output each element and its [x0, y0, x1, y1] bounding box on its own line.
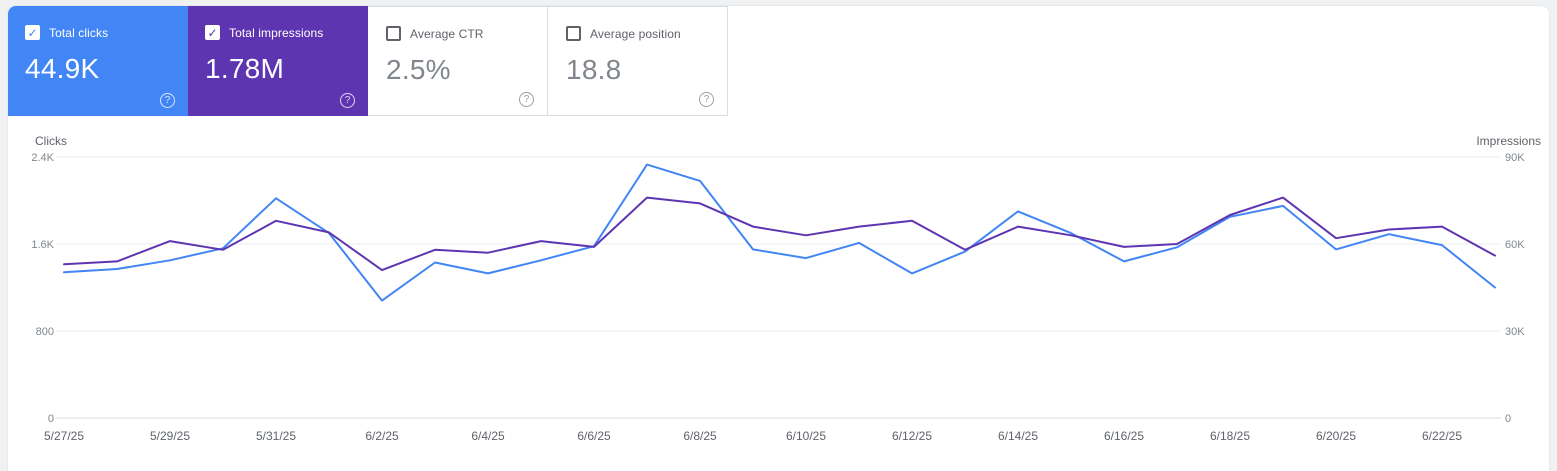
x-axis-tick-label: 6/20/25 [1316, 429, 1356, 443]
checkmark-icon: ✓ [27, 25, 38, 40]
help-icon[interactable]: ? [519, 92, 534, 107]
left-axis-tick-label: 2.4K [31, 152, 54, 164]
x-axis-tick-label: 6/12/25 [892, 429, 932, 443]
x-axis-tick-label: 6/10/25 [786, 429, 826, 443]
performance-chart[interactable]: 0 800 1.6K 2.4K 0 30K 60K 90K 5/27/25 5/29/25 5/31… [8, 130, 1549, 464]
average-position-value: 18.8 [566, 54, 622, 85]
total-impressions-card[interactable]: ✓ Total impressions 1.78M ? [188, 6, 368, 116]
total-impressions-label: Total impressions [229, 25, 324, 40]
x-axis-tick-label: 6/16/25 [1104, 429, 1144, 443]
total-clicks-card[interactable]: ✓ Total clicks 44.9K ? [8, 6, 188, 116]
help-icon[interactable]: ? [160, 93, 175, 108]
clicks-line [63, 163, 1496, 302]
search-performance-panel: ✓ Total clicks 44.9K ? ✓ Total impressio… [8, 6, 1549, 471]
total-clicks-checkbox[interactable]: ✓ [25, 25, 40, 40]
help-icon[interactable]: ? [340, 93, 355, 108]
metric-cards: ✓ Total clicks 44.9K ? ✓ Total impressio… [8, 6, 1549, 116]
right-axis-tick-label: 90K [1505, 152, 1525, 164]
x-axis-tick-label: 6/4/25 [471, 429, 505, 443]
right-axis-title: Impressions [1476, 134, 1541, 148]
checkmark-icon: ✓ [207, 25, 218, 40]
x-axis-tick-label: 5/29/25 [150, 429, 190, 443]
x-axis-tick-label: 6/6/25 [577, 429, 611, 443]
x-axis-tick-label: 6/18/25 [1210, 429, 1250, 443]
left-axis-title: Clicks [35, 134, 67, 148]
right-axis-tick-label: 60K [1505, 239, 1525, 251]
average-ctr-card[interactable]: Average CTR 2.5% ? [368, 6, 548, 116]
total-clicks-label: Total clicks [49, 25, 109, 40]
total-clicks-value: 44.9K [25, 53, 100, 84]
average-ctr-checkbox[interactable] [386, 26, 401, 41]
average-position-checkbox[interactable] [566, 26, 581, 41]
average-ctr-label: Average CTR [410, 26, 484, 41]
help-icon[interactable]: ? [699, 92, 714, 107]
right-axis-tick-label: 30K [1505, 326, 1525, 338]
average-position-card[interactable]: Average position 18.8 ? [548, 6, 728, 116]
left-axis-tick-label: 800 [36, 326, 54, 338]
left-axis-tick-label: 1.6K [31, 239, 54, 251]
average-ctr-value: 2.5% [386, 54, 451, 85]
chart-area: Clicks Impressions 0 800 1.6K 2.4K 0 30K 60K 90… [8, 130, 1549, 470]
impressions-line [63, 196, 1496, 272]
x-axis-tick-label: 5/27/25 [44, 429, 84, 443]
x-axis-tick-label: 6/22/25 [1422, 429, 1462, 443]
left-axis-tick-label: 0 [48, 413, 54, 425]
average-position-label: Average position [590, 26, 681, 41]
x-axis-tick-label: 6/8/25 [683, 429, 717, 443]
x-axis-tick-label: 6/2/25 [365, 429, 399, 443]
x-axis-tick-label: 5/31/25 [256, 429, 296, 443]
right-axis-tick-label: 0 [1505, 413, 1511, 425]
total-impressions-value: 1.78M [205, 53, 285, 84]
x-axis-tick-label: 6/14/25 [998, 429, 1038, 443]
total-impressions-checkbox[interactable]: ✓ [205, 25, 220, 40]
